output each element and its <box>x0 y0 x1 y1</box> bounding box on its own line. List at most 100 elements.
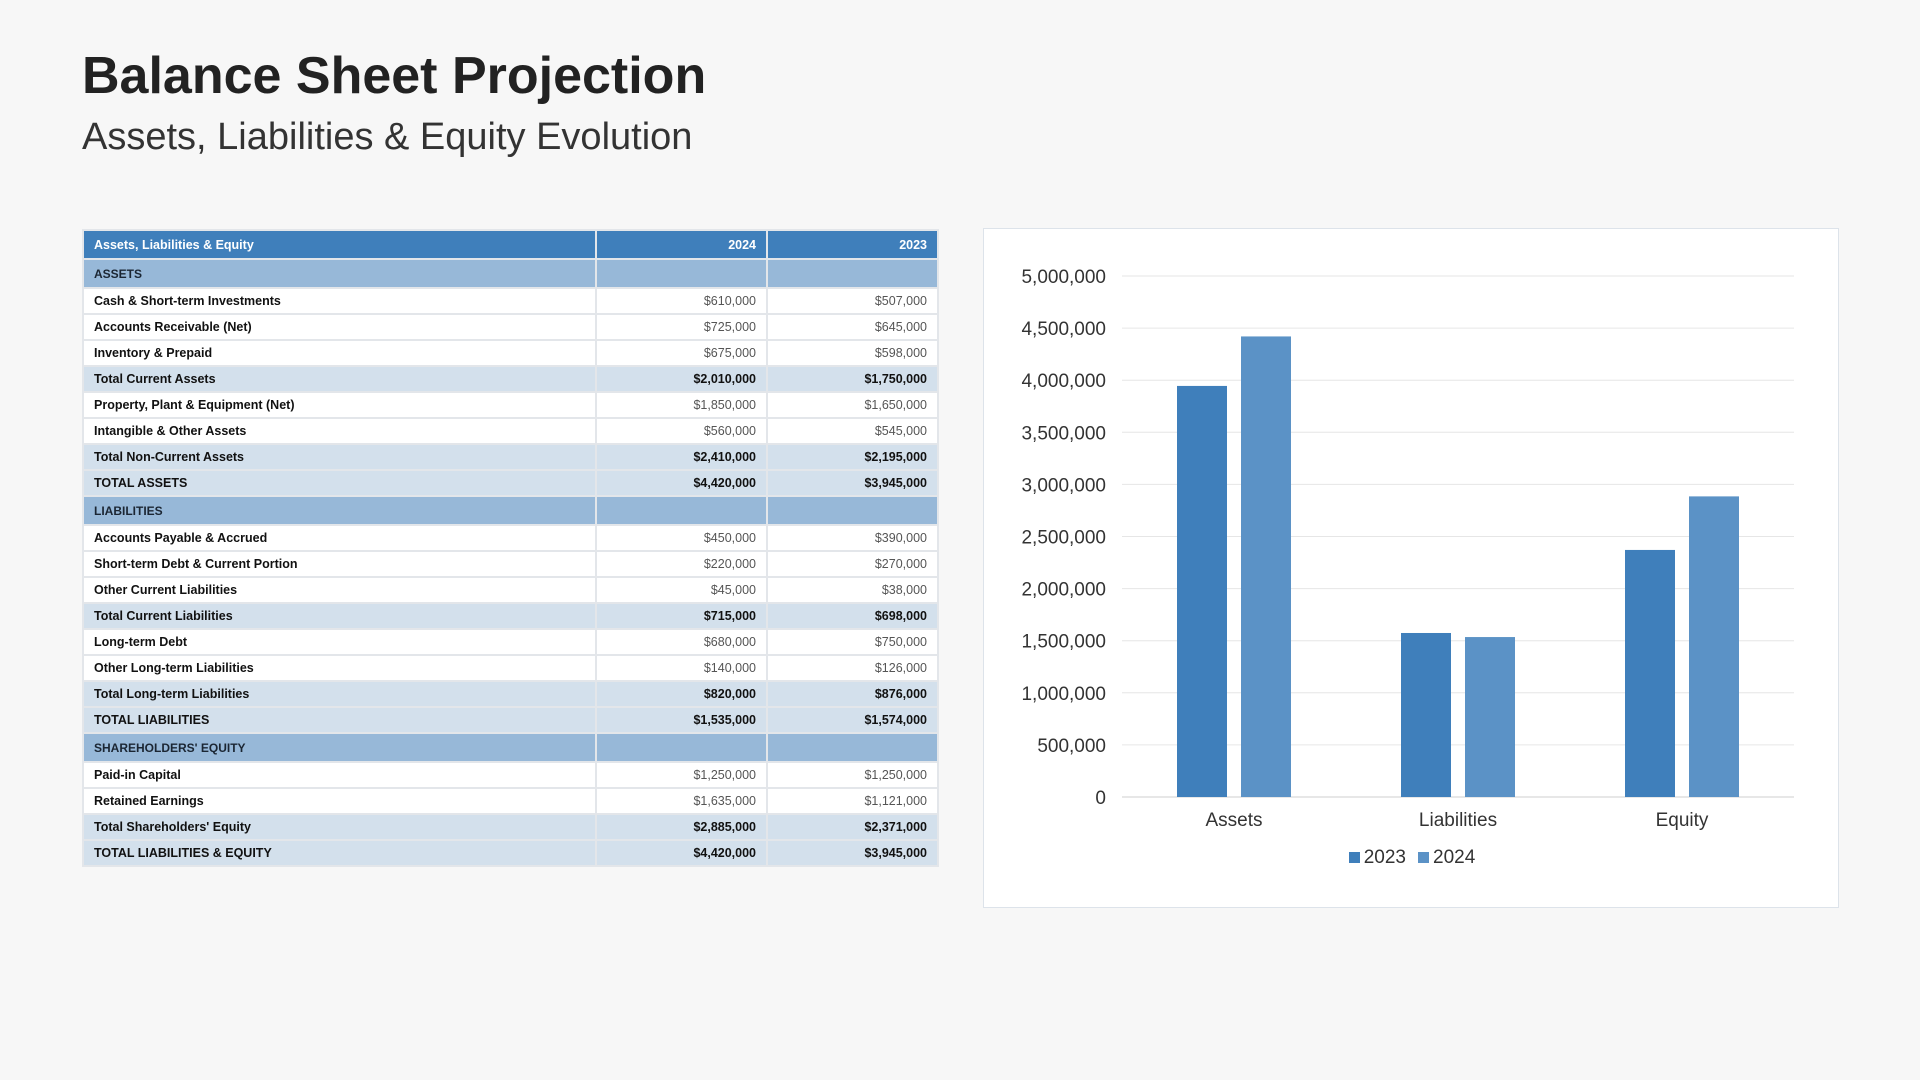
row-label: Total Shareholders' Equity <box>82 813 597 841</box>
y-tick-label: 3,000,000 <box>1021 475 1106 496</box>
y-tick-label: 1,500,000 <box>1021 632 1106 653</box>
row-value-2024: $680,000 <box>595 628 768 656</box>
row-value-2023: $126,000 <box>766 654 939 682</box>
legend-label: 2024 <box>1433 847 1476 868</box>
row-value-2024: $4,420,000 <box>595 839 768 867</box>
table-section-row: SHAREHOLDERS' EQUITY <box>82 732 939 763</box>
bar-assets-2023 <box>1177 385 1227 797</box>
row-value-2024: $725,000 <box>595 313 768 341</box>
table-row: Property, Plant & Equipment (Net) $1,850,… <box>82 391 939 419</box>
row-value-2023: $390,000 <box>766 524 939 552</box>
row-value-2024: $2,410,000 <box>595 443 768 471</box>
row-value-2023: $3,945,000 <box>766 839 939 867</box>
row-label: Intangible & Other Assets <box>82 417 597 445</box>
table-total-row: Total Non-Current Assets $2,410,000 $2,195… <box>82 443 939 471</box>
row-value-2023: $38,000 <box>766 576 939 604</box>
x-tick-label: Assets <box>1205 810 1262 831</box>
row-value-2024: $1,535,000 <box>595 706 768 734</box>
x-tick-label: Liabilities <box>1419 810 1497 831</box>
row-value-2023: $3,945,000 <box>766 469 939 497</box>
table-total-row: TOTAL LIABILITIES & EQUITY $4,420,000 $3,9… <box>82 839 939 867</box>
table-total-row: Total Shareholders' Equity $2,885,000 $2,3… <box>82 813 939 841</box>
y-tick-label: 5,000,000 <box>1021 267 1106 288</box>
table-row: Intangible & Other Assets $560,000 $545,00… <box>82 417 939 445</box>
row-label: TOTAL LIABILITIES & EQUITY <box>82 839 597 867</box>
row-value-2024 <box>595 732 768 763</box>
row-label: LIABILITIES <box>82 495 597 526</box>
column-header-2024: 2024 <box>595 229 768 260</box>
row-value-2023: $1,750,000 <box>766 365 939 393</box>
row-value-2023: $507,000 <box>766 287 939 315</box>
y-tick-label: 4,000,000 <box>1021 371 1106 392</box>
row-value-2024: $560,000 <box>595 417 768 445</box>
row-value-2023: $545,000 <box>766 417 939 445</box>
row-label: Accounts Receivable (Net) <box>82 313 597 341</box>
row-value-2024: $2,010,000 <box>595 365 768 393</box>
table-body: ASSETS Cash & Short-term Investments $610,… <box>82 258 939 867</box>
bar-equity-2023 <box>1625 549 1675 797</box>
row-label: Cash & Short-term Investments <box>82 287 597 315</box>
y-tick-label: 500,000 <box>1037 736 1106 757</box>
y-tick-label: 4,500,000 <box>1021 319 1106 340</box>
row-value-2024: $220,000 <box>595 550 768 578</box>
bar-equity-2024 <box>1689 496 1739 797</box>
row-label: Total Long-term Liabilities <box>82 680 597 708</box>
chart-legend: 2023 2024 <box>984 847 1840 869</box>
y-tick-label: 1,000,000 <box>1021 684 1106 705</box>
row-value-2023: $750,000 <box>766 628 939 656</box>
row-value-2024: $610,000 <box>595 287 768 315</box>
row-value-2024: $715,000 <box>595 602 768 630</box>
row-value-2023 <box>766 258 939 289</box>
row-value-2024: $675,000 <box>595 339 768 367</box>
row-value-2024: $45,000 <box>595 576 768 604</box>
legend-swatch <box>1418 852 1429 863</box>
row-label: Total Current Liabilities <box>82 602 597 630</box>
bar-assets-2024 <box>1241 336 1291 797</box>
table-total-row: Total Long-term Liabilities $820,000 $876,… <box>82 680 939 708</box>
table-section-row: LIABILITIES <box>82 495 939 526</box>
row-label: Other Current Liabilities <box>82 576 597 604</box>
row-label: TOTAL LIABILITIES <box>82 706 597 734</box>
balance-sheet-table-container: Assets, Liabilities & Equity 2024 2023 A… <box>82 229 939 867</box>
row-value-2023: $598,000 <box>766 339 939 367</box>
bar-liabilities-2023 <box>1401 632 1451 797</box>
row-value-2023: $1,121,000 <box>766 787 939 815</box>
table-total-row: Total Current Liabilities $715,000 $698,00… <box>82 602 939 630</box>
table-row: Other Current Liabilities $45,000 $38,000 <box>82 576 939 604</box>
y-tick-label: 3,500,000 <box>1021 423 1106 444</box>
row-label: Long-term Debt <box>82 628 597 656</box>
table-total-row: Total Current Assets $2,010,000 $1,750,000 <box>82 365 939 393</box>
row-value-2024: $1,635,000 <box>595 787 768 815</box>
page-title: Balance Sheet Projection <box>82 47 707 105</box>
row-label: Paid-in Capital <box>82 761 597 789</box>
column-header-label: Assets, Liabilities & Equity <box>82 229 597 260</box>
row-value-2024: $2,885,000 <box>595 813 768 841</box>
table-total-row: TOTAL ASSETS $4,420,000 $3,945,000 <box>82 469 939 497</box>
table-row: Other Long-term Liabilities $140,000 $126,… <box>82 654 939 682</box>
row-value-2024: $4,420,000 <box>595 469 768 497</box>
row-value-2024: $1,850,000 <box>595 391 768 419</box>
row-value-2023 <box>766 732 939 763</box>
table-row: Retained Earnings $1,635,000 $1,121,000 <box>82 787 939 815</box>
table-header-row: Assets, Liabilities & Equity 2024 2023 <box>82 229 939 260</box>
row-value-2024 <box>595 495 768 526</box>
table-row: Short-term Debt & Current Portion $220,00… <box>82 550 939 578</box>
row-label: Accounts Payable & Accrued <box>82 524 597 552</box>
row-value-2023: $2,195,000 <box>766 443 939 471</box>
bar-liabilities-2024 <box>1465 637 1515 797</box>
y-tick-label: 0 <box>1095 788 1106 809</box>
table-row: Inventory & Prepaid $675,000 $598,000 <box>82 339 939 367</box>
row-label: ASSETS <box>82 258 597 289</box>
row-value-2023: $2,371,000 <box>766 813 939 841</box>
row-value-2023: $645,000 <box>766 313 939 341</box>
table-total-row: TOTAL LIABILITIES $1,535,000 $1,574,000 <box>82 706 939 734</box>
legend-swatch <box>1348 852 1360 863</box>
row-label: SHAREHOLDERS' EQUITY <box>82 732 597 763</box>
row-value-2024: $820,000 <box>595 680 768 708</box>
row-value-2023 <box>766 495 939 526</box>
row-value-2023: $876,000 <box>766 680 939 708</box>
balance-chart-card: 0 500,000 1,000,000 1,500,000 2,000,000 2,500… <box>983 228 1839 908</box>
y-tick-label: 2,500,000 <box>1021 528 1106 549</box>
y-tick-label: 2,000,000 <box>1021 580 1106 601</box>
page-subtitle: Assets, Liabilities & Equity Evolution <box>82 116 693 158</box>
